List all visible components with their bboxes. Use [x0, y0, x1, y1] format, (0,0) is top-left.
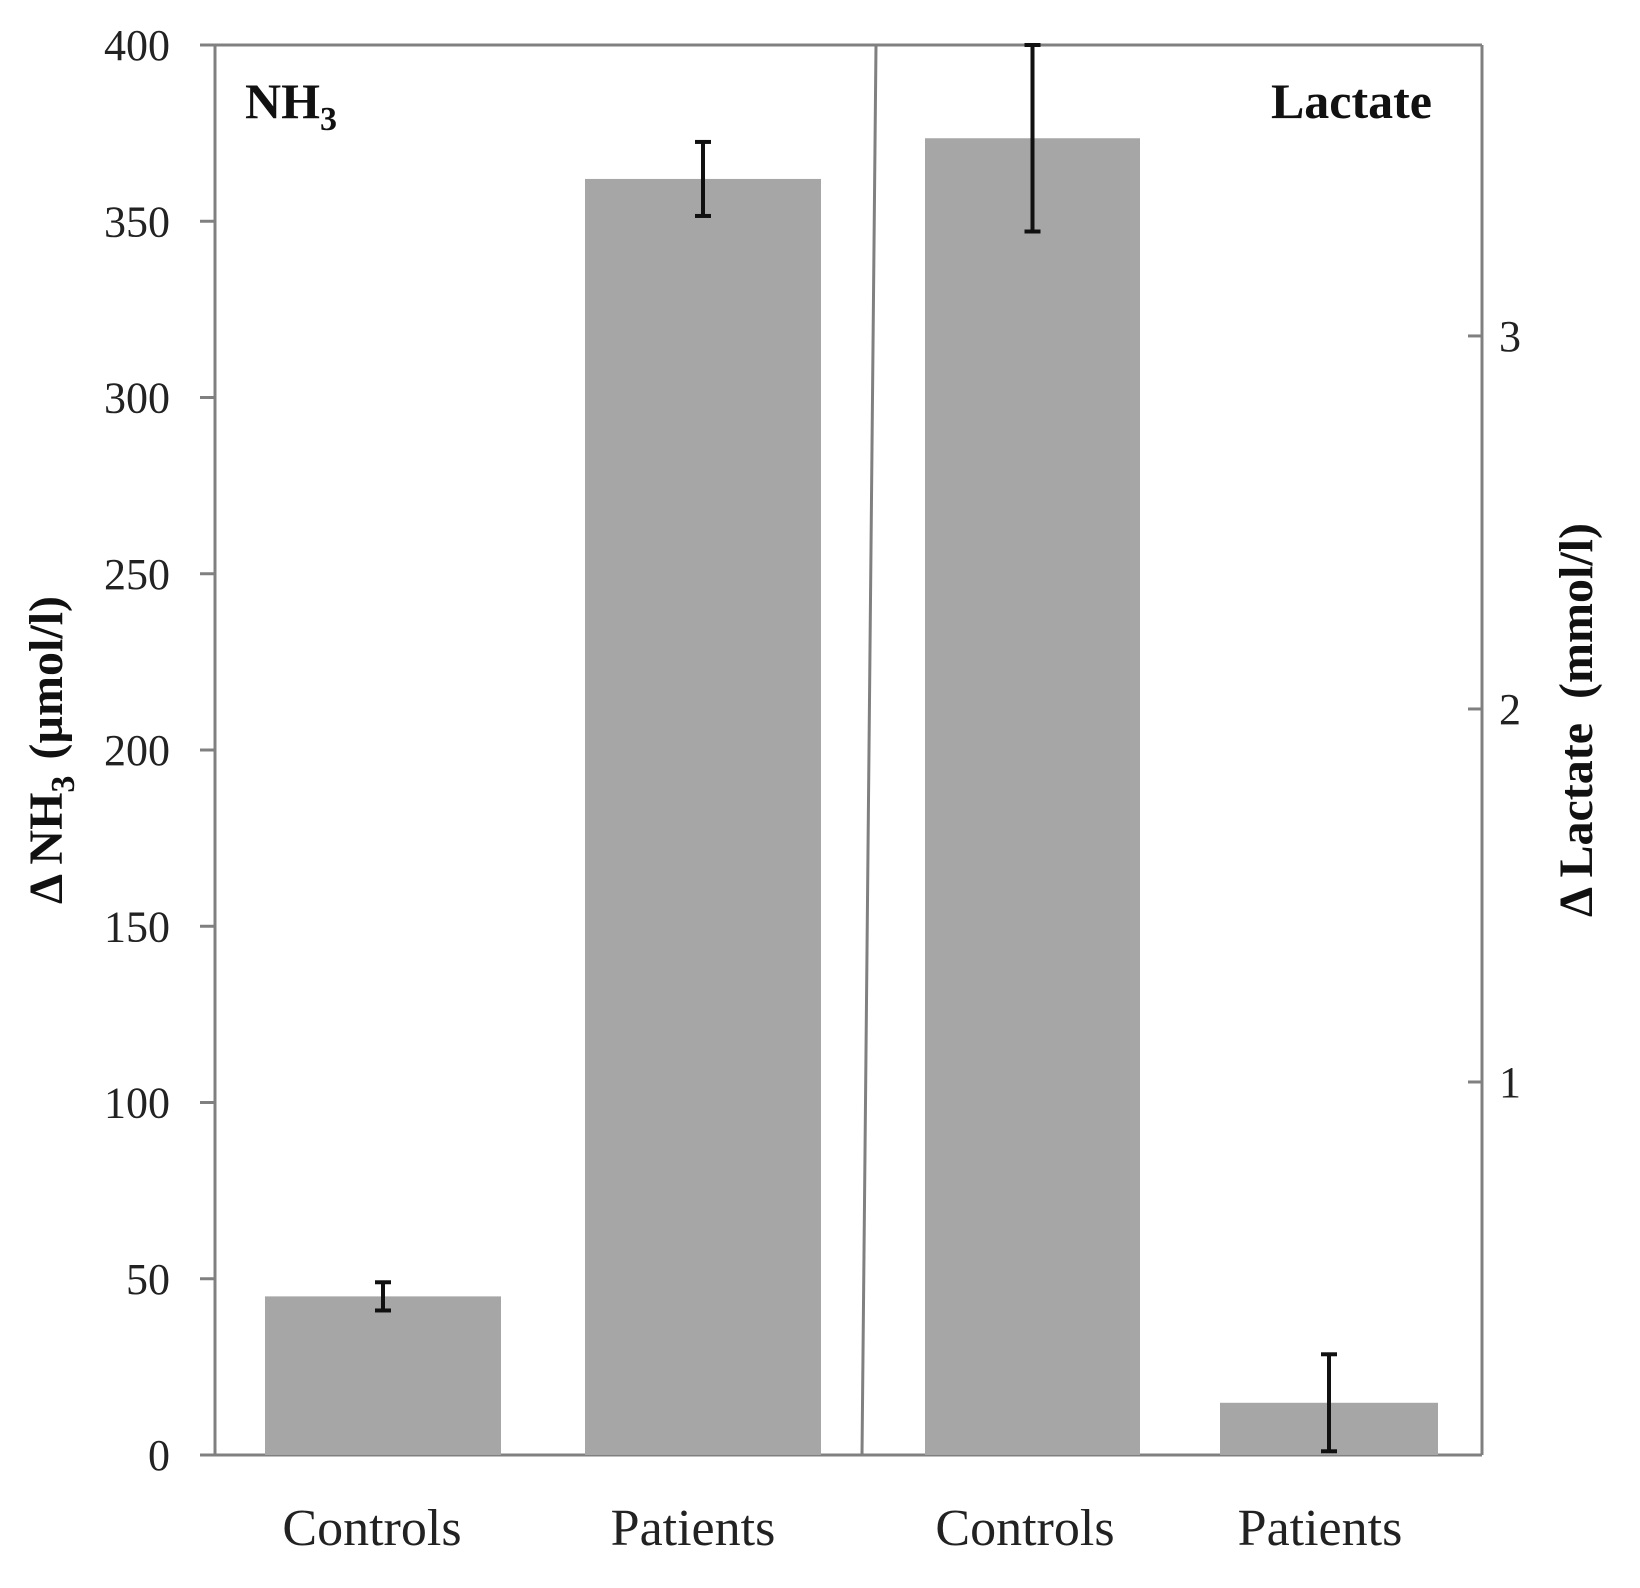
bar-nh-controls: [265, 1296, 501, 1455]
left-tick-label: 250: [104, 550, 170, 599]
left-axis-ticks: 0 50 100 150 200 250 300 350 400: [104, 21, 215, 1480]
left-tick-label: 100: [104, 1079, 170, 1128]
right-axis-ticks: 1 2 3: [1468, 312, 1521, 1107]
panel-label-nh3: NH3: [245, 73, 337, 138]
category-label: Controls: [935, 1500, 1114, 1557]
right-tick-label: 1: [1499, 1058, 1521, 1107]
left-tick-label: 350: [104, 197, 170, 246]
left-tick-label: 50: [126, 1255, 170, 1304]
panel-label-lactate: Lactate: [1271, 73, 1432, 129]
left-tick-label: 0: [148, 1431, 170, 1480]
bar-nh-patients: [585, 178, 821, 1456]
left-tick-label: 150: [104, 902, 170, 951]
left-tick-label: 200: [104, 726, 170, 775]
category-label: Patients: [1238, 1500, 1403, 1557]
category-labels: Controls Patients Controls Patients: [282, 1500, 1402, 1557]
category-label: Patients: [611, 1500, 776, 1557]
panel-divider: [860, 44, 878, 1456]
right-tick-label: 2: [1499, 685, 1521, 734]
bar-lactate-controls: [925, 138, 1140, 1456]
right-tick-label: 3: [1499, 312, 1521, 361]
error-bars: [375, 43, 1337, 1454]
left-axis-title: Δ NH3(µmol/l): [20, 596, 82, 904]
left-tick-label: 300: [104, 374, 170, 423]
right-axis-title: Δ Lactate (mmol/l): [1550, 523, 1603, 917]
left-tick-label: 400: [104, 21, 170, 70]
bars: [265, 138, 1438, 1456]
category-label: Controls: [282, 1500, 461, 1557]
